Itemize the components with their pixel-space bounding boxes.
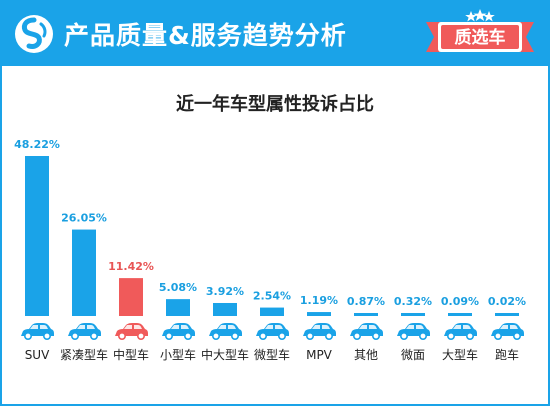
category-label: 其他: [354, 348, 378, 362]
header-bar: 产品质量&服务趋势分析 质选车: [2, 2, 548, 66]
data-label: 0.09%: [441, 295, 479, 308]
minivan-car-icon: [397, 323, 430, 341]
data-label: 26.05%: [61, 212, 107, 225]
bar-中大型车: [213, 302, 237, 316]
large-midsize-car-icon: [209, 323, 242, 341]
data-label: 0.87%: [347, 295, 385, 308]
mpv-car-icon: [303, 323, 336, 341]
category-label: 紧凑型车: [60, 347, 108, 362]
data-label: 1.19%: [300, 294, 338, 307]
bar-跑车: [495, 313, 519, 316]
category-label: 微型车: [254, 347, 290, 362]
badge-ribbon-icon: [426, 9, 534, 52]
bar-微型车: [260, 307, 284, 316]
category-label: 中大型车: [201, 347, 249, 362]
data-label: 3.92%: [206, 285, 244, 298]
data-label: 0.32%: [394, 295, 432, 308]
header-title: 产品质量&服务趋势分析: [64, 21, 347, 50]
data-label: 0.02%: [488, 295, 526, 308]
other-car-icon: [350, 323, 383, 341]
brand-logo-icon: [15, 15, 53, 53]
small-car-icon: [162, 323, 195, 341]
category-label: 中型车: [113, 347, 149, 362]
category-label: 大型车: [442, 347, 478, 362]
bar-SUV: [25, 156, 49, 316]
sports-car-icon: [491, 323, 524, 341]
badge-label: 质选车: [454, 28, 506, 48]
bar-微面: [401, 313, 425, 316]
bar-小型车: [166, 299, 190, 316]
bar-其他: [354, 313, 378, 316]
data-label: 48.22%: [14, 138, 60, 151]
bar-MPV: [307, 312, 331, 316]
mini-car-icon: [256, 323, 289, 341]
bar-中型车: [119, 278, 143, 316]
bar-大型车: [448, 313, 472, 316]
chart-title: 近一年车型属性投诉占比: [176, 94, 374, 115]
category-label: SUV: [25, 348, 50, 362]
large-car-icon: [444, 323, 477, 341]
category-label: 小型车: [160, 347, 196, 362]
data-label: 2.54%: [253, 290, 291, 303]
bar-紧凑型车: [72, 229, 96, 316]
suv-car-icon: [21, 323, 54, 341]
category-label: 微面: [401, 348, 425, 362]
category-label: 跑车: [495, 347, 519, 362]
data-label: 11.42%: [108, 260, 154, 273]
category-label: MPV: [306, 348, 333, 362]
compact-car-icon: [68, 323, 101, 341]
midsize-car-icon: [115, 323, 148, 341]
data-label: 5.08%: [159, 281, 197, 294]
